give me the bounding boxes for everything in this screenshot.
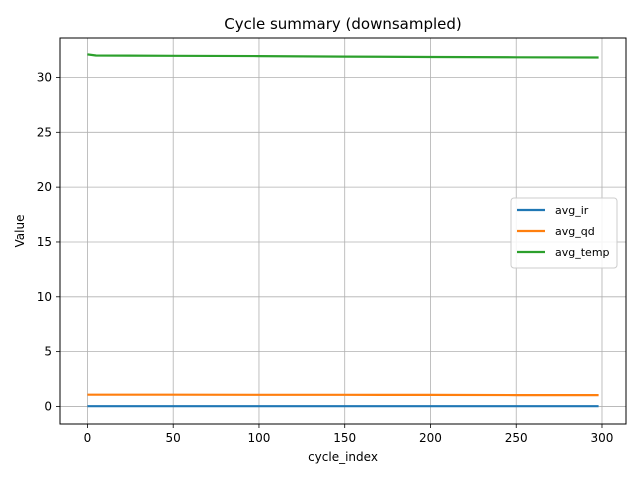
y-tick-label: 15 (37, 235, 52, 249)
y-tick-label: 30 (37, 70, 52, 84)
y-axis-label: Value (13, 215, 27, 248)
legend-box (510, 197, 618, 269)
x-axis-label: cycle_index (308, 450, 378, 464)
y-tick-label: 10 (37, 290, 52, 304)
y-tick-label: 5 (44, 345, 52, 359)
plot-area-frame (59, 37, 627, 425)
x-tick-label: 50 (166, 431, 181, 445)
series-line-avg-temp (87, 53, 599, 59)
y-tick-label: 0 (44, 399, 52, 413)
y-tick-label: 25 (37, 125, 52, 139)
x-tick-label: 200 (419, 431, 442, 445)
axis-ticks: 0 50 100 150 200 250 300 0 5 10 15 20 25 30 (37, 70, 614, 445)
x-tick-label: 0 (84, 431, 92, 445)
x-tick-label: 250 (505, 431, 528, 445)
y-tick-label: 20 (37, 180, 52, 194)
x-tick-label: 150 (333, 431, 356, 445)
legend-label: avg_ir (555, 204, 589, 217)
legend-label: avg_qd (555, 225, 595, 238)
legend-label: avg_temp (555, 246, 610, 259)
x-tick-label: 300 (591, 431, 614, 445)
legend: avg_ir avg_qd avg_temp (510, 197, 618, 269)
x-tick-label: 100 (248, 431, 271, 445)
chart-title: Cycle summary (downsampled) (224, 15, 462, 33)
plot-series (87, 53, 599, 408)
